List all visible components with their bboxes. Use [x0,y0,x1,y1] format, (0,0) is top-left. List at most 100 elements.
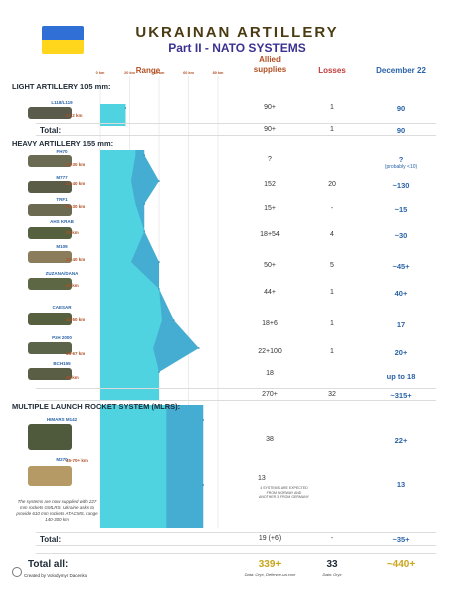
dec-himars: 22+ [394,436,408,445]
weapon-range-caesar: 42-50 km [66,317,86,322]
weapon-range-l119: 17.2 km [66,113,83,118]
range-point [143,230,146,232]
weapon-range-pzh: 36-67 km [66,351,86,356]
range-point [124,107,127,109]
weapon-name-ahs: AHS KRAB [50,219,74,224]
mlrs-total-losses: - [330,535,334,542]
range-point [198,347,200,349]
weapon-range-fh70: 24-30 km [66,162,86,167]
weapon-name-zuzana: ZUZANA/DANA [45,271,79,276]
howitzer-image [28,181,72,193]
dec-l119: 90 [396,104,406,113]
light-total-dec: 90 [396,126,406,135]
heavy-total-losses: 32 [328,391,336,398]
tank-image [28,227,72,239]
losses-ahs: 4 [330,231,334,238]
divider [36,545,436,546]
dec-caesar: 17 [396,320,406,329]
truck-image [28,424,72,450]
divider [36,135,436,136]
dec-zuzana: 40+ [394,289,408,298]
losses-source: Data: Oryx [322,572,342,577]
grand-total-supplies: 339+ [258,559,282,570]
range-area-min [100,405,167,528]
range-point [143,154,146,156]
supplies-fh70: ? [268,156,272,163]
mlrs-total-dec: ~35+ [392,535,410,544]
weapon-name-trf1: TRF1 [56,197,68,202]
range-point [172,319,175,321]
losses-header: Losses [318,66,346,75]
supplies-l119: 90+ [264,104,276,111]
weapon-name-m109: M109 [56,244,68,249]
page-subtitle: Part II - NATO SYSTEMS [168,41,306,55]
grand-total-losses: 33 [326,559,338,570]
heavy-total-supplies: 270+ [262,391,278,398]
dec-m777: ~130 [392,181,410,190]
tank-image [28,466,72,486]
howitzer-image [28,107,72,119]
divider [36,532,436,533]
truck-image [28,313,72,325]
weapon-name-m270: M270 [56,457,68,462]
howitzer-image [28,155,72,167]
divider [36,400,436,401]
mlrs-total-label: Total: [40,535,62,544]
dec-pzh: 20+ [394,348,408,357]
author-signature-icon [12,567,22,577]
losses-m109: 5 [330,262,334,269]
losses-trf1: - [330,205,334,212]
divider [36,553,436,554]
weapon-name-caesar: CAESAR [52,305,72,310]
weapon-name-pzh: PzH 2000 [52,335,72,340]
dec-bch: up to 18 [386,372,416,381]
supplies-trf1: 15+ [264,205,276,212]
dec-m109: ~45+ [392,262,410,271]
tank-image [28,251,72,263]
light-total-losses: 1 [330,126,334,133]
weapon-name-l119: L118/L119 [51,100,73,105]
x-tick-label: 20 km [124,71,135,75]
grand-total-label: Total all: [28,559,69,570]
losses-zuzana: 1 [330,289,334,296]
weapon-name-himars: HIMARS M142 [46,417,78,422]
supplies-pzh: 22+100 [258,348,282,355]
december-header: December 22 [376,66,426,75]
range-point [158,371,160,373]
range-area-min [100,104,126,126]
truck-image [28,278,72,290]
mlrs-note: The systems are now supplied with 227 mm… [16,499,98,522]
weapon-name-fh70: FH70 [56,149,68,154]
losses-m777: 20 [328,181,336,188]
dec-fh70: ? [398,155,404,164]
section-mlrs: MULTIPLE LAUNCH ROCKET SYSTEM (MLRS): [12,402,181,411]
howitzer-image [28,204,72,216]
divider [36,388,436,389]
page-title: UKRAINAN ARTILLERY [135,24,339,41]
section-light: LIGHT ARTILLERY 105 mm: [12,82,111,91]
ukraine-flag [42,26,84,54]
light-total-supplies: 90+ [264,126,276,133]
weapon-range-bch: 40 km [66,375,79,380]
dec-m270: 13 [396,480,406,489]
supplies-m777: 152 [264,181,276,188]
range-point [202,484,205,486]
weapon-range-himars: 45-70+ km [66,458,88,463]
weapon-range-m109: 21-40 km [66,257,86,262]
dec-ahs: ~30 [394,231,408,240]
credit: Created by Volodymyr Dacenko [24,573,88,578]
mlrs-total-supplies: 19 (+6) [258,535,282,542]
x-tick-label: 0 km [96,71,105,75]
x-tick-label: 40 km [154,71,165,75]
tank-image [28,342,72,354]
range-point [158,180,160,182]
weapon-range-trf1: 24-30 km [66,204,86,209]
range-point [143,203,146,205]
supplies-bch: 18 [266,370,274,377]
x-tick-label: 60 km [183,71,194,75]
range-point [158,288,160,290]
losses-l119: 1 [330,104,334,111]
supplies-ahs: 18+54 [260,231,280,238]
weapon-range-ahs: 30 km [66,230,79,235]
